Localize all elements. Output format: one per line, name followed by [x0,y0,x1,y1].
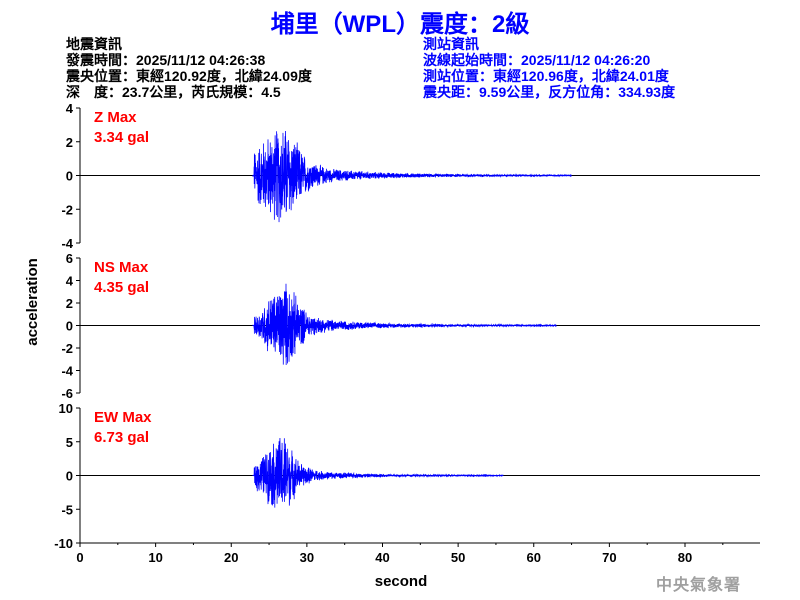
z-waveform-trace [252,131,572,223]
station-location: 測站位置：東經120.96度，北緯24.01度 [423,68,669,84]
z-max-title: Z Max [94,109,137,126]
ns-y-tick-label: -2 [61,341,73,356]
x-tick-label: 60 [527,550,541,565]
z-y-tick-label: 2 [66,135,73,150]
station-info-heading: 測站資訊 [423,36,479,52]
ew-y-tick-label: -10 [54,536,73,551]
x-tick-label: 50 [451,550,465,565]
ns-y-tick-label: 2 [66,296,73,311]
z-y-tick-label: 4 [66,101,74,116]
ns-y-tick-label: 4 [66,274,74,289]
ew-max-value: 6.73 gal [94,429,150,446]
ew-y-tick-label: 0 [66,469,73,484]
ew-max-title: EW Max [94,409,152,426]
z-y-tick-label: -4 [61,236,73,251]
ew-y-tick-label: 5 [66,435,73,450]
ns-y-tick-label: -6 [61,386,73,401]
epicenter: 震央位置：東經120.92度，北緯24.09度 [66,68,312,84]
x-tick-label: 70 [602,550,616,565]
ns-waveform-trace [252,283,557,366]
z-max-value: 3.34 gal [94,129,150,146]
ew-y-tick-label: -5 [61,502,73,517]
ew-y-tick-label: 10 [59,401,73,416]
event-info: 地震資訊 發震時間：2025/11/12 04:26:38 震央位置：東經120… [66,36,312,100]
x-tick-label: 0 [76,550,83,565]
station-info: 測站資訊 波線起始時間：2025/11/12 04:26:20 測站位置：東經1… [423,36,675,100]
cwa-watermark: 中央氣象署 [656,575,742,594]
page-title: 埔里（WPL）震度：2級 [270,11,530,38]
x-axis-label: second [375,573,428,590]
distance-azimuth: 震央距：9.59公里，反方位角：334.93度 [423,84,676,100]
x-tick-label: 80 [678,550,692,565]
ns-y-tick-label: 6 [66,251,73,266]
y-axis-label: acceleration [24,258,41,346]
x-tick-label: 30 [300,550,314,565]
z-y-tick-label: 0 [66,169,73,184]
x-tick-label: 40 [375,550,389,565]
ns-max-title: NS Max [94,259,149,276]
ns-max-value: 4.35 gal [94,279,150,296]
ew-max-label: EW Max 6.73 gal [94,408,152,448]
x-tick-label: 10 [148,550,162,565]
event-info-heading: 地震資訊 [66,36,122,52]
ns-y-tick-label: -4 [61,364,73,379]
ns-max-label: NS Max 4.35 gal [94,258,149,298]
origin-time: 發震時間：2025/11/12 04:26:38 [66,52,266,68]
ew-waveform-trace [252,438,504,508]
depth-magnitude: 深 度：23.7公里，芮氏規模：4.5 [66,84,281,100]
ns-y-tick-label: 0 [66,319,73,334]
z-y-tick-label: -2 [61,202,73,217]
wave-start-time: 波線起始時間：2025/11/12 04:26:20 [423,52,651,68]
z-max-label: Z Max 3.34 gal [94,108,149,148]
x-tick-label: 20 [224,550,238,565]
